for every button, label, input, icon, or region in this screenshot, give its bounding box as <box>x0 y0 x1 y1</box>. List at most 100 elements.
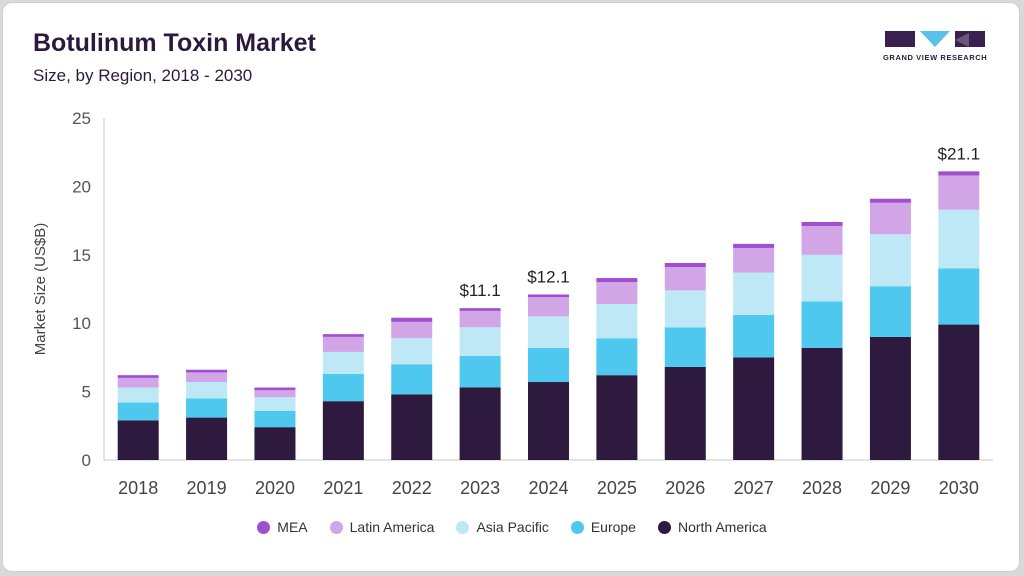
legend-swatch <box>456 520 470 534</box>
bar-segment <box>254 410 296 428</box>
bar-segment <box>117 402 159 421</box>
bar-segment <box>733 272 775 315</box>
bar-segment <box>869 286 911 337</box>
legend-item: North America <box>657 519 767 535</box>
bar-segment <box>186 382 228 399</box>
bar-segment <box>596 304 638 339</box>
y-tick-label: 5 <box>82 383 91 402</box>
bar-segment <box>801 254 843 302</box>
bar-segment <box>801 221 843 227</box>
data-label: $11.1 <box>459 281 500 300</box>
legend-item: Asia Pacific <box>456 519 549 535</box>
legend-label: Europe <box>590 519 636 535</box>
bar-segment <box>459 356 501 388</box>
legend-item: Europe <box>570 519 636 535</box>
bar-segment <box>596 375 638 460</box>
bar-segment <box>322 401 364 460</box>
data-label: $12.1 <box>527 267 570 286</box>
bar-segment <box>322 334 364 337</box>
bar-segment <box>391 394 433 460</box>
bar-segment <box>938 175 980 210</box>
x-tick-label: 2021 <box>323 478 363 498</box>
x-tick-label: 2019 <box>187 478 227 498</box>
bar-segment <box>391 338 433 365</box>
x-tick-label: 2024 <box>528 478 568 498</box>
bar-segment <box>733 247 775 273</box>
bar-segment <box>459 327 501 357</box>
legend-swatch <box>657 520 671 534</box>
bar-segment <box>459 387 501 460</box>
bar-segment <box>391 364 433 395</box>
bar-segment <box>596 338 638 376</box>
y-tick-label: 0 <box>82 451 91 470</box>
bar-segment <box>254 390 296 398</box>
bar-segment <box>117 420 159 460</box>
y-tick-label: 20 <box>72 177 91 196</box>
x-tick-label: 2029 <box>870 478 910 498</box>
y-tick-label: 15 <box>72 246 91 265</box>
y-tick-label: 10 <box>72 314 91 333</box>
y-tick-label: 25 <box>72 109 91 128</box>
bar-segment <box>801 226 843 255</box>
legend-label: Asia Pacific <box>476 519 549 535</box>
bar-segment <box>938 171 980 176</box>
bar-segment <box>117 377 159 388</box>
chart-legend: MEA Latin America Asia Pacific Europe North … <box>3 519 1019 535</box>
bar-segment <box>186 398 228 418</box>
bar-segment <box>391 321 433 339</box>
bar-segment <box>322 351 364 374</box>
bar-segment <box>801 347 843 460</box>
bar-segment <box>117 375 159 378</box>
bar-segment <box>664 267 706 291</box>
bar-segment <box>186 369 228 373</box>
logo-mark-icon <box>885 31 985 47</box>
bar-segment <box>938 268 980 325</box>
bar-segment <box>186 372 228 383</box>
legend-swatch <box>329 520 343 534</box>
bar-segment <box>664 327 706 367</box>
legend-item: Latin America <box>329 519 434 535</box>
bar-segment <box>869 336 911 460</box>
bar-segment <box>869 202 911 235</box>
data-label: $21.1 <box>938 144 981 163</box>
x-tick-label: 2025 <box>597 478 637 498</box>
x-tick-label: 2026 <box>665 478 705 498</box>
bar-segment <box>528 297 569 317</box>
x-tick-label: 2018 <box>118 478 158 498</box>
bar-segment <box>391 317 433 322</box>
x-tick-label: 2028 <box>802 478 842 498</box>
bar-segment <box>459 310 501 328</box>
bar-segment <box>938 209 980 269</box>
bar-segment <box>664 263 706 268</box>
bar-segment <box>528 316 569 348</box>
legend-label: North America <box>677 519 767 535</box>
legend-swatch <box>257 520 271 534</box>
chart-title: Botulinum Toxin Market <box>33 29 316 57</box>
x-tick-label: 2023 <box>460 478 500 498</box>
bar-segment <box>254 427 296 460</box>
bar-segment <box>938 324 980 460</box>
bar-segment <box>733 314 775 358</box>
chart-subtitle: Size, by Region, 2018 - 2030 <box>33 66 253 85</box>
bar-segment <box>596 282 638 305</box>
bar-segment <box>528 347 569 383</box>
legend-label: MEA <box>277 519 308 535</box>
logo-text: GRAND VIEW RESEARCH <box>883 53 988 62</box>
x-tick-label: 2022 <box>392 478 432 498</box>
bar-segment <box>117 387 159 403</box>
grand-view-research-logo: GRAND VIEW RESEARCH <box>883 29 987 65</box>
x-tick-label: 2020 <box>255 478 295 498</box>
bar-segment <box>733 243 775 248</box>
bar-segment <box>254 387 296 391</box>
bar-segment <box>801 301 843 348</box>
bar-segment <box>254 397 296 411</box>
legend-item: MEA <box>257 519 308 535</box>
bar-segment <box>459 308 501 311</box>
bar-segment <box>733 357 775 460</box>
legend-swatch <box>570 520 584 534</box>
x-tick-label: 2027 <box>734 478 774 498</box>
bar-segment <box>869 234 911 287</box>
bar-segment <box>664 290 706 328</box>
